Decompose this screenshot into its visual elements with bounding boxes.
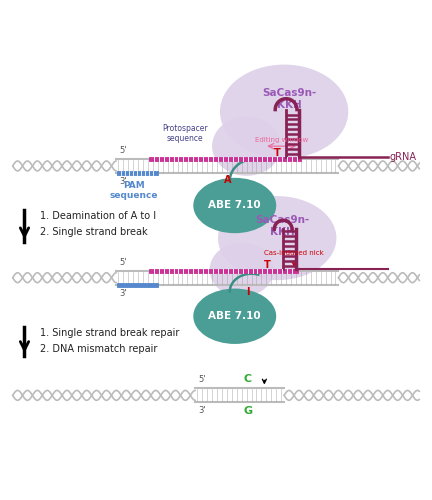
Text: 5': 5' bbox=[119, 146, 127, 155]
Text: 2. Single strand break: 2. Single strand break bbox=[40, 227, 148, 237]
Ellipse shape bbox=[232, 293, 267, 320]
Text: I: I bbox=[246, 286, 249, 296]
Ellipse shape bbox=[215, 198, 254, 228]
Ellipse shape bbox=[240, 200, 269, 222]
Text: 3': 3' bbox=[198, 406, 206, 415]
Ellipse shape bbox=[210, 242, 274, 297]
Text: 5': 5' bbox=[119, 258, 127, 267]
Text: PAM
sequence: PAM sequence bbox=[110, 181, 158, 200]
Text: 2. DNA mismatch repair: 2. DNA mismatch repair bbox=[40, 344, 158, 354]
Ellipse shape bbox=[200, 200, 230, 222]
Text: 5': 5' bbox=[198, 376, 206, 384]
Text: SaCas9n-
KKH: SaCas9n- KKH bbox=[262, 88, 316, 110]
Text: Editing window: Editing window bbox=[255, 137, 308, 143]
Ellipse shape bbox=[232, 182, 267, 209]
Text: C: C bbox=[244, 374, 252, 384]
Ellipse shape bbox=[202, 182, 238, 209]
Text: ABE 7.10: ABE 7.10 bbox=[209, 200, 261, 210]
Text: 3': 3' bbox=[119, 177, 127, 186]
Text: T: T bbox=[274, 148, 280, 158]
Text: A: A bbox=[224, 175, 232, 185]
Ellipse shape bbox=[218, 196, 337, 280]
Text: ABE 7.10: ABE 7.10 bbox=[209, 312, 261, 322]
Text: 3': 3' bbox=[119, 288, 127, 298]
Text: 1. Single strand break repair: 1. Single strand break repair bbox=[40, 328, 180, 338]
Text: T: T bbox=[264, 260, 271, 270]
Ellipse shape bbox=[220, 64, 348, 158]
Text: G: G bbox=[243, 406, 252, 416]
Text: 1. Deamination of A to I: 1. Deamination of A to I bbox=[40, 212, 156, 222]
Text: gRNA: gRNA bbox=[390, 152, 417, 162]
Ellipse shape bbox=[193, 178, 276, 233]
Ellipse shape bbox=[215, 310, 254, 339]
Text: Protospacer
sequence: Protospacer sequence bbox=[162, 124, 208, 143]
Text: SaCas9n-
KKH: SaCas9n- KKH bbox=[255, 215, 309, 238]
Ellipse shape bbox=[200, 310, 230, 332]
Text: Cas-induced nick: Cas-induced nick bbox=[264, 250, 324, 256]
Ellipse shape bbox=[212, 116, 281, 176]
Ellipse shape bbox=[240, 310, 269, 332]
Ellipse shape bbox=[193, 288, 276, 344]
Ellipse shape bbox=[202, 293, 238, 320]
